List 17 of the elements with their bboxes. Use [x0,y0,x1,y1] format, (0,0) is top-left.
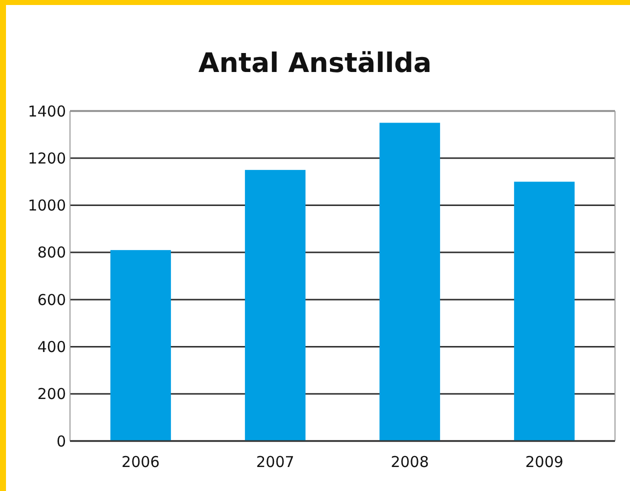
y-tick-label: 400 [37,338,66,356]
chart-title: Antal Anställda [198,48,432,79]
bar [244,170,306,441]
y-tick-label: 1400 [28,102,66,120]
y-tick-label: 0 [56,432,66,450]
y-tick-label: 1200 [28,149,66,168]
x-tick-label: 2009 [525,453,564,471]
x-tick-label: 2008 [390,453,429,471]
bar [380,122,440,441]
bar [110,250,171,441]
y-tick-label: 800 [37,244,66,262]
y-tick-label: 1000 [28,196,66,215]
y-tick-label: 600 [37,290,66,309]
y-tick-label: 200 [37,385,66,404]
bar [514,182,575,441]
x-tick-label: 2007 [256,453,294,471]
x-tick-label: 2006 [122,453,160,471]
